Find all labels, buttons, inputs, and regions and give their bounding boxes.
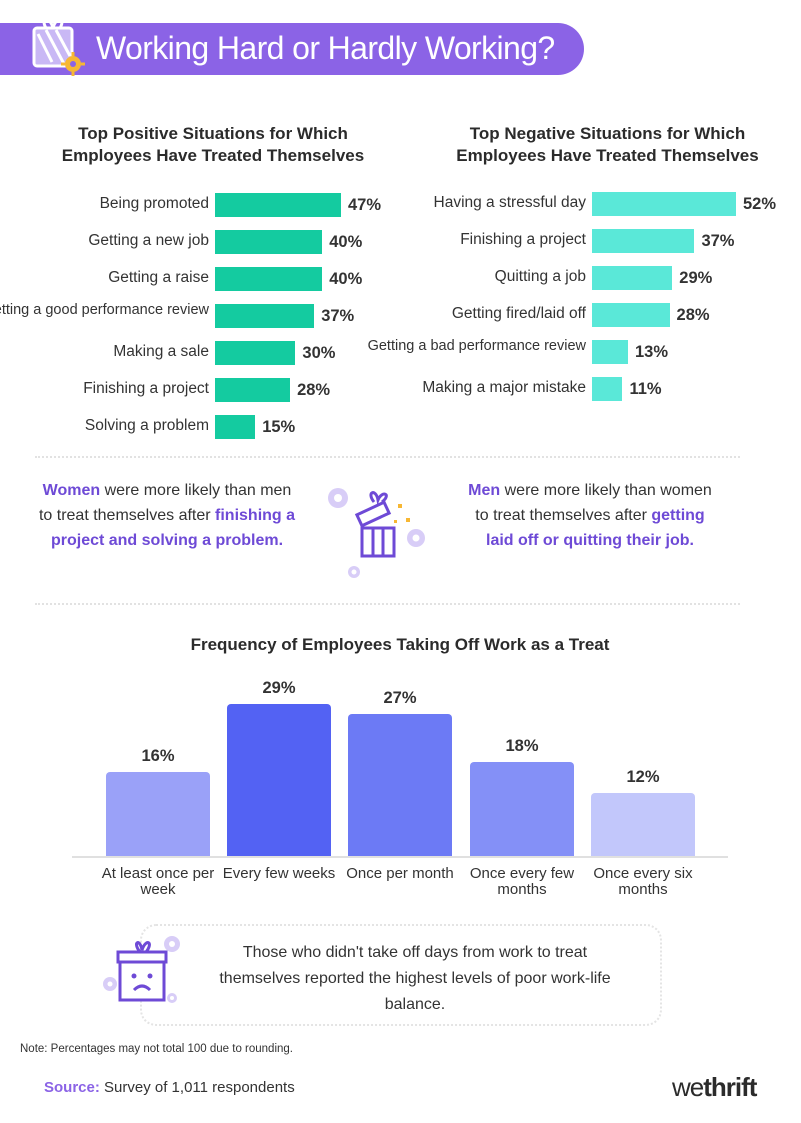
vbar-label: Once per month [346,865,454,882]
hbar-value: 15% [262,418,296,436]
hbar-label: Quitting a job [494,268,586,285]
hbar [215,193,341,217]
hbar-value: 47% [348,196,382,214]
hbar [592,377,623,401]
vbar-label: Once every six months [593,865,693,898]
vbar-label: Every few weeks [222,865,336,882]
source-text: Survey of 1,011 respondents [99,1079,295,1096]
hbar-value: 28% [676,306,710,324]
hbar-value: 13% [635,343,669,361]
vbar-value: 16% [141,747,175,766]
page-title: Working Hard or Hardly Working? [96,30,555,66]
hbar-label: Getting fired/laid off [451,305,586,322]
vbar-label: Once every few months [469,865,575,898]
hbar-label: Having a stressful day [433,194,587,211]
logo-bold: thrift [703,1072,757,1102]
frequency-chart-baseline [72,856,728,858]
vbar-value: 18% [505,736,539,755]
source-line: Source: Survey of 1,011 respondents [44,1079,295,1096]
hbar [592,303,670,327]
hbar [215,230,323,254]
women-callout: Women were more likely than men to treat… [37,478,297,553]
negative-chart-title: Top Negative Situations for Which Employ… [456,124,759,165]
men-callout: Men were more likely than women to treat… [460,478,720,553]
vbar [348,714,452,856]
hbar-value: 29% [679,269,713,287]
vbar-value: 27% [383,689,417,708]
hbar-label: Being promoted [99,195,209,212]
hbar [215,304,315,328]
hbar [592,266,673,290]
frequency-chart-title: Frequency of Employees Taking Off Work a… [190,635,610,654]
hbar [215,267,323,291]
gift-gears-icon [328,488,425,578]
women-callout-tail: finishing a project and solving a proble… [50,507,296,549]
hbar-label: Making a sale [113,343,209,360]
hbar [215,378,291,402]
footnote: Note: Percentages may not total 100 due … [20,1043,293,1055]
hbar-label: Getting a bad performance review [367,338,586,354]
hbar [215,341,296,365]
hbar [215,415,256,439]
hbar-value: 40% [329,233,363,251]
wethrift-logo: wethrift [672,1072,757,1103]
positive-chart-title: Top Positive Situations for Which Employ… [61,124,365,165]
gift-gear-icon [32,18,85,76]
divider-middle [35,603,740,605]
vbar [106,772,210,856]
vbar-value: 29% [262,679,296,697]
hbar-label: Finishing a project [460,231,586,248]
hbar-value: 37% [701,232,735,250]
women-callout-lead: Women [42,482,101,499]
hbar-value: 30% [302,344,336,362]
hbar-label: Getting a raise [108,269,209,286]
source-label: Source: [44,1079,100,1096]
hbar-label: Getting a new job [88,232,209,249]
vbar-value: 12% [626,768,660,787]
hbar [592,229,695,253]
hbar-value: 11% [629,380,662,398]
vbar [227,704,331,856]
hbar-label: Getting a good performance review [0,302,209,318]
hbar-value: 28% [297,381,331,399]
hbar-value: 40% [329,270,363,288]
vbar [591,793,695,856]
hbar-label: Solving a problem [84,417,209,434]
men-callout-mid: were more likely than women to treat the… [475,482,712,524]
sad-gift-icon [103,936,180,1003]
header-banner [0,23,584,75]
vbar-label: At least once per week [101,865,215,898]
divider-top [35,456,740,458]
hbar-label: Finishing a project [83,380,209,397]
hbar [592,192,736,216]
hbar-value: 37% [321,307,355,325]
women-callout-mid: were more likely than men to treat thems… [38,482,292,524]
men-callout-tail: getting laid off or quitting their job. [486,507,705,549]
vbar [470,761,574,856]
hbar-value: 52% [743,195,777,213]
hbar-label: Making a major mistake [422,379,586,396]
note-text: Those who didn't take off days from work… [219,944,611,1013]
hbar [592,340,628,364]
logo-light: we [672,1072,704,1102]
men-callout-lead: Men [468,482,501,499]
